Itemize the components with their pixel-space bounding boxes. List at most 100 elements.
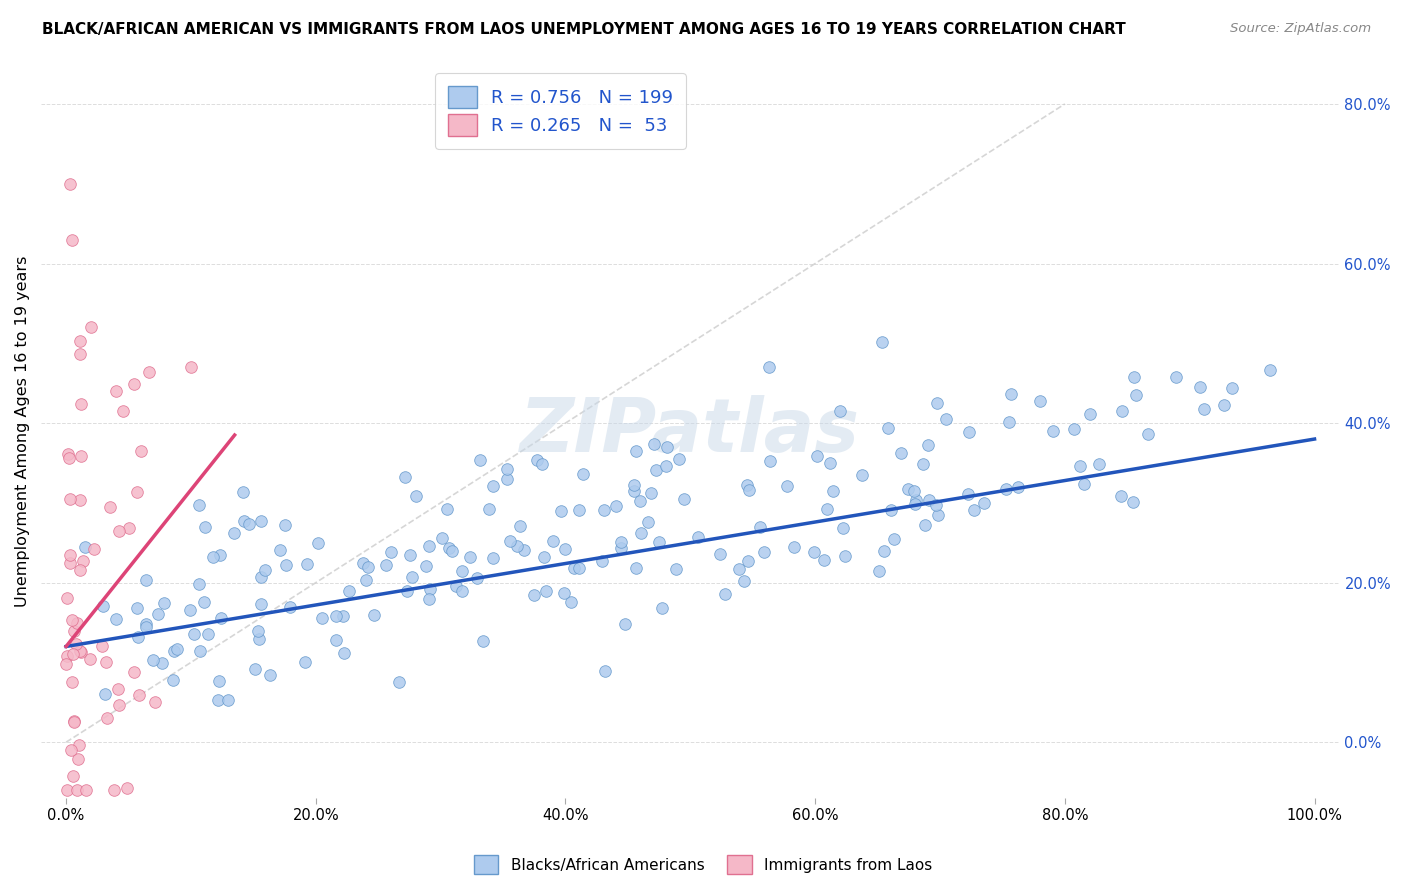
Point <box>250 570 273 584</box>
Point <box>278 600 301 615</box>
Point <box>526 452 548 467</box>
Point <box>56 591 79 606</box>
Point <box>418 592 440 607</box>
Point <box>806 449 828 463</box>
Point <box>657 441 679 455</box>
Point <box>668 452 690 467</box>
Legend: Blacks/African Americans, Immigrants from Laos: Blacks/African Americans, Immigrants fro… <box>468 849 938 880</box>
Point <box>59 556 82 570</box>
Point <box>1078 407 1101 421</box>
Point <box>623 484 645 499</box>
Point <box>375 558 398 573</box>
Point <box>63 714 86 728</box>
Point <box>127 601 149 615</box>
Point <box>444 579 467 593</box>
Point <box>111 404 134 418</box>
Point <box>363 608 385 623</box>
Point <box>118 520 141 534</box>
Point <box>183 626 205 640</box>
Point <box>269 543 291 558</box>
Point <box>523 588 546 602</box>
Point <box>250 514 273 528</box>
Point <box>441 543 464 558</box>
Point <box>927 508 949 522</box>
Point <box>834 549 856 563</box>
Point <box>55 648 77 663</box>
Point <box>162 673 184 688</box>
Point <box>509 519 531 533</box>
Point <box>243 662 266 676</box>
Point <box>714 587 737 601</box>
Point <box>83 542 105 557</box>
Point <box>897 482 920 496</box>
Point <box>1122 495 1144 509</box>
Point <box>188 577 211 591</box>
Point <box>963 503 986 517</box>
Point <box>828 404 851 418</box>
Point <box>868 564 890 578</box>
Point <box>630 525 652 540</box>
Point <box>66 752 89 766</box>
Point <box>418 539 440 553</box>
Point <box>531 457 554 471</box>
Point <box>127 630 149 644</box>
Point <box>398 548 420 562</box>
Point <box>115 780 138 795</box>
Point <box>541 534 564 549</box>
Point <box>259 668 281 682</box>
Point <box>776 479 799 493</box>
Point <box>150 656 173 670</box>
Point <box>217 693 239 707</box>
Point <box>903 483 925 498</box>
Point <box>69 644 91 658</box>
Point <box>193 595 215 609</box>
Point <box>1007 479 1029 493</box>
Point <box>499 533 522 548</box>
Point <box>70 450 93 464</box>
Point <box>96 711 118 725</box>
Point <box>648 534 671 549</box>
Point <box>105 612 128 626</box>
Point <box>1069 458 1091 473</box>
Point <box>59 549 82 563</box>
Point <box>883 533 905 547</box>
Point <box>69 492 91 507</box>
Point <box>1109 489 1132 503</box>
Point <box>752 545 775 559</box>
Point <box>803 545 825 559</box>
Point <box>870 334 893 349</box>
Point <box>65 637 87 651</box>
Point <box>128 688 150 702</box>
Point <box>135 616 157 631</box>
Point <box>1029 393 1052 408</box>
Point <box>93 599 115 613</box>
Point <box>430 531 453 545</box>
Point <box>451 583 474 598</box>
Point <box>737 554 759 568</box>
Point <box>651 601 673 615</box>
Y-axis label: Unemployment Among Ages 16 to 19 years: Unemployment Among Ages 16 to 19 years <box>15 255 30 607</box>
Point <box>818 456 841 470</box>
Point <box>628 494 651 508</box>
Point <box>91 639 114 653</box>
Point <box>645 463 668 477</box>
Point <box>124 376 146 391</box>
Point <box>75 540 97 554</box>
Point <box>332 647 354 661</box>
Point <box>247 632 270 647</box>
Point <box>614 617 637 632</box>
Point <box>232 515 254 529</box>
Point <box>610 541 633 556</box>
Point <box>815 501 838 516</box>
Point <box>957 425 980 440</box>
Point <box>60 613 83 627</box>
Point <box>297 558 319 572</box>
Point <box>380 545 402 559</box>
Point <box>294 655 316 669</box>
Point <box>904 492 927 507</box>
Point <box>470 453 492 467</box>
Point <box>1111 404 1133 418</box>
Point <box>560 595 582 609</box>
Point <box>105 384 128 399</box>
Point <box>325 632 347 647</box>
